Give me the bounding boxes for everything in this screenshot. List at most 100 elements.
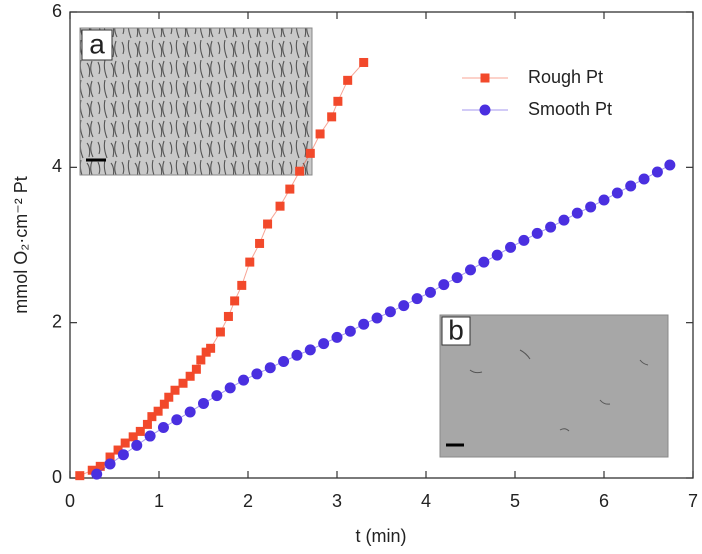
data-point bbox=[196, 355, 206, 365]
data-point bbox=[153, 406, 163, 416]
data-point bbox=[144, 430, 156, 442]
data-point bbox=[327, 112, 337, 122]
data-point bbox=[211, 390, 223, 402]
data-point bbox=[585, 201, 597, 213]
x-tick-label: 6 bbox=[599, 491, 609, 511]
x-tick-label: 2 bbox=[243, 491, 253, 511]
data-point bbox=[157, 422, 169, 434]
data-point bbox=[333, 96, 343, 106]
data-point bbox=[184, 406, 196, 418]
data-point bbox=[384, 306, 396, 318]
x-tick-label: 4 bbox=[421, 491, 431, 511]
data-point bbox=[164, 392, 174, 402]
data-point bbox=[117, 449, 129, 461]
data-point bbox=[491, 249, 503, 261]
data-point bbox=[142, 419, 152, 429]
x-tick-label: 5 bbox=[510, 491, 520, 511]
data-point bbox=[398, 300, 410, 312]
legend-label: Rough Pt bbox=[528, 67, 603, 87]
data-point bbox=[291, 349, 303, 361]
data-point bbox=[531, 227, 543, 239]
data-point bbox=[344, 325, 356, 337]
data-point bbox=[278, 356, 290, 367]
data-point bbox=[315, 129, 325, 139]
y-tick-label: 2 bbox=[52, 311, 62, 331]
data-point bbox=[105, 452, 115, 462]
data-point bbox=[245, 257, 255, 267]
data-point bbox=[505, 241, 517, 253]
data-point bbox=[571, 207, 583, 219]
data-point bbox=[438, 279, 450, 291]
data-point bbox=[478, 256, 490, 268]
data-point bbox=[359, 57, 369, 67]
data-point bbox=[171, 414, 183, 426]
inset-label: a bbox=[89, 28, 105, 59]
data-point bbox=[285, 184, 295, 194]
data-point bbox=[518, 234, 530, 246]
data-point bbox=[358, 318, 370, 330]
data-point bbox=[651, 166, 663, 178]
data-point bbox=[275, 201, 285, 211]
inset-label-box bbox=[81, 29, 113, 61]
data-point bbox=[264, 362, 276, 374]
legend-label: Smooth Pt bbox=[528, 99, 612, 119]
y-tick-label: 4 bbox=[52, 156, 62, 176]
data-point bbox=[104, 458, 116, 470]
data-point bbox=[191, 364, 201, 374]
inset-image bbox=[79, 27, 313, 176]
legend-marker bbox=[480, 73, 490, 83]
data-point bbox=[75, 471, 85, 481]
data-point bbox=[91, 468, 103, 480]
data-point bbox=[223, 311, 233, 321]
data-point bbox=[95, 461, 105, 471]
legend-marker bbox=[479, 104, 491, 116]
data-point bbox=[304, 344, 316, 356]
data-point bbox=[120, 438, 130, 448]
data-point bbox=[424, 286, 436, 298]
x-tick-label: 1 bbox=[154, 491, 164, 511]
y-tick-label: 6 bbox=[52, 1, 62, 21]
data-point bbox=[128, 432, 138, 442]
data-point bbox=[545, 221, 557, 233]
inset-label-box bbox=[441, 316, 471, 346]
data-point bbox=[331, 331, 343, 343]
inset-label: b bbox=[448, 314, 464, 345]
inset-texture bbox=[469, 349, 649, 432]
data-point bbox=[87, 465, 97, 475]
x-axis-label: t (min) bbox=[356, 526, 407, 546]
data-point bbox=[255, 238, 265, 248]
data-point bbox=[371, 312, 383, 324]
x-tick-label: 0 bbox=[65, 491, 75, 511]
data-point bbox=[343, 75, 353, 85]
data-point bbox=[206, 343, 216, 353]
data-point bbox=[237, 280, 247, 290]
data-point bbox=[159, 399, 169, 409]
data-point bbox=[147, 412, 157, 422]
data-point bbox=[638, 173, 650, 185]
data-point bbox=[558, 214, 570, 226]
x-tick-label: 3 bbox=[332, 491, 342, 511]
data-point bbox=[598, 194, 610, 206]
data-point bbox=[664, 159, 676, 171]
data-point bbox=[131, 439, 143, 451]
inset-b: b bbox=[439, 314, 669, 458]
data-point bbox=[215, 327, 225, 337]
data-point bbox=[451, 272, 463, 284]
data-point bbox=[113, 445, 123, 455]
y-axis-label: mmol O₂·cm⁻² Pt bbox=[11, 176, 31, 313]
inset-a: a bbox=[79, 27, 313, 176]
data-point bbox=[230, 296, 240, 306]
data-point bbox=[224, 382, 236, 394]
data-point bbox=[625, 180, 637, 192]
data-point bbox=[318, 338, 330, 350]
data-point bbox=[238, 374, 250, 386]
y-tick-label: 0 bbox=[52, 467, 62, 487]
data-point bbox=[251, 368, 263, 380]
data-point bbox=[611, 187, 623, 199]
data-point bbox=[185, 371, 195, 381]
data-point bbox=[465, 264, 476, 276]
data-point bbox=[263, 219, 273, 229]
data-point bbox=[170, 385, 180, 395]
x-tick-label: 7 bbox=[688, 491, 698, 511]
